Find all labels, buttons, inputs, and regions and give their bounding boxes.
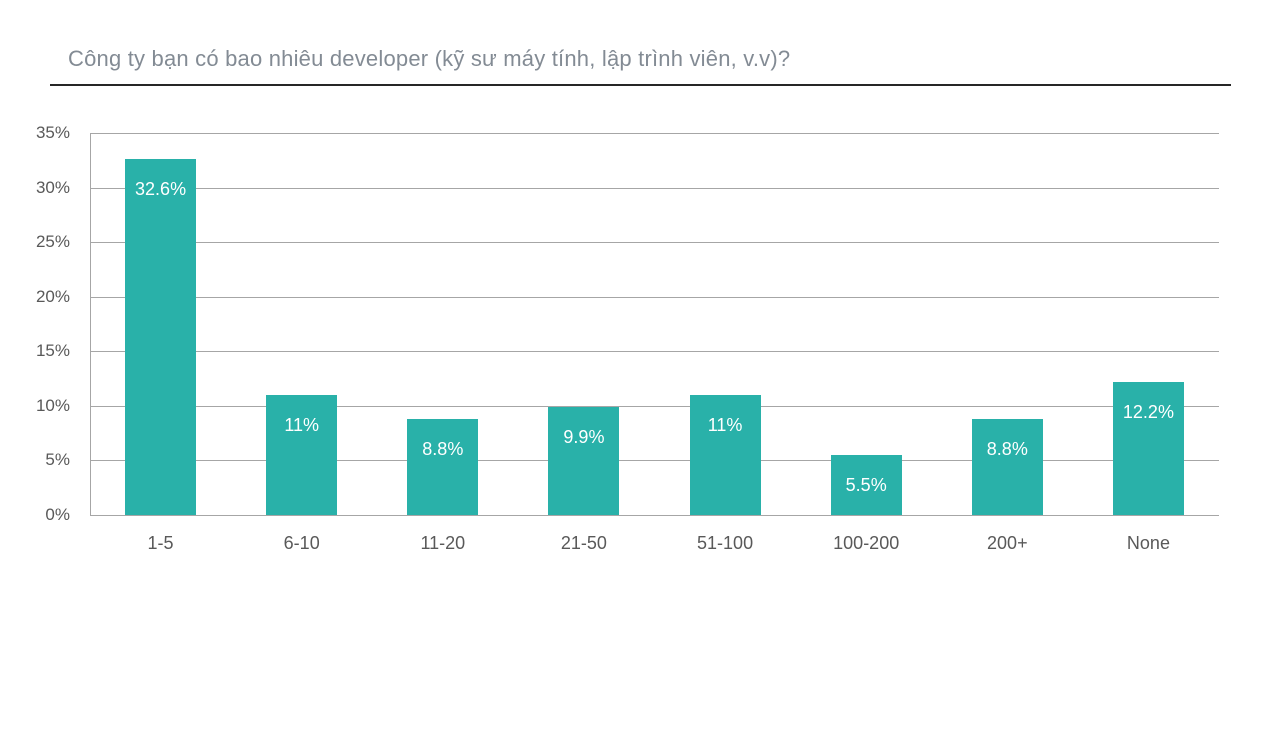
y-axis-tick-label: 30% — [35, 177, 70, 197]
bar-value-label: 9.9% — [563, 426, 605, 447]
y-axis-tick-label: 10% — [35, 395, 70, 415]
x-axis-category-label: 6-10 — [283, 533, 320, 553]
bar-value-label: 11% — [284, 414, 320, 435]
gridline — [90, 405, 1219, 407]
bar-value-label: 32.6% — [135, 179, 187, 200]
gridline — [90, 296, 1219, 298]
x-axis-category-label: 100-200 — [833, 533, 900, 553]
x-axis-category-label: 51-100 — [697, 533, 754, 553]
gridline — [90, 133, 1219, 134]
bar-value-label: 5.5% — [845, 474, 887, 495]
title-underline — [50, 84, 1231, 86]
bar-value-label: 8.8% — [986, 438, 1028, 459]
gridline — [90, 351, 1219, 353]
y-axis-tick-label: 5% — [45, 450, 70, 470]
y-axis-tick-label: 25% — [35, 232, 70, 252]
bar: 32.6% — [125, 159, 197, 515]
gridline — [90, 515, 1219, 516]
y-axis-tick-label: 0% — [45, 505, 70, 524]
bar: 5.5% — [830, 454, 902, 515]
y-axis-line — [90, 133, 91, 515]
x-axis-category-label: 200+ — [987, 533, 1028, 553]
gridline — [90, 187, 1219, 189]
x-axis-category-label: 21-50 — [560, 533, 607, 553]
x-axis-category-label: None — [1126, 533, 1170, 553]
y-axis-tick-label: 15% — [35, 341, 70, 361]
x-axis-category-label: 11-20 — [420, 533, 466, 553]
y-axis-tick-label: 35% — [35, 123, 70, 142]
bar: 8.8% — [407, 418, 479, 515]
chart-title: Công ty bạn có bao nhiêu developer (kỹ s… — [68, 46, 791, 71]
bar: 11% — [689, 394, 761, 515]
bar: 8.8% — [971, 418, 1043, 515]
gridline — [90, 242, 1219, 244]
bar: 9.9% — [548, 406, 620, 515]
bar-value-label: 8.8% — [422, 438, 464, 459]
y-axis-tick-label: 20% — [35, 286, 70, 306]
bar: 12.2% — [1112, 381, 1184, 515]
x-axis-category-label: 1-5 — [147, 533, 174, 553]
gridline — [90, 460, 1219, 462]
bar-value-label: 11% — [707, 414, 743, 435]
bar-value-label: 12.2% — [1122, 401, 1174, 422]
bar: 11% — [266, 394, 338, 515]
